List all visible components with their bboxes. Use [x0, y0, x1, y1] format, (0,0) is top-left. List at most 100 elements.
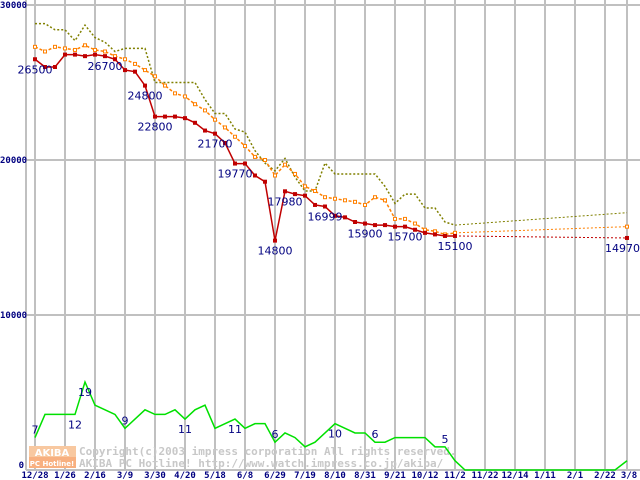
- min-price-point: [183, 116, 187, 121]
- count-label: 10: [328, 428, 342, 441]
- min-price-point: [283, 189, 287, 194]
- avg-price-point: [363, 202, 367, 207]
- logo-top: AKIBA: [35, 448, 70, 459]
- series-projection: [454, 235, 628, 239]
- y-tick-label: 0: [19, 461, 24, 471]
- min-price-point: [83, 54, 87, 59]
- avg-price-point: [403, 216, 407, 221]
- avg-price-point: [183, 94, 187, 99]
- series-layer: [33, 22, 629, 471]
- min-price-point: [263, 179, 267, 184]
- avg-price-point: [43, 49, 47, 54]
- min-price-point: [143, 83, 147, 88]
- x-tick-label: 7/19: [294, 471, 316, 480]
- avg-price-point: [373, 195, 377, 200]
- x-tick-label: 3/8: [621, 471, 637, 480]
- series-line-shop-count: [34, 379, 628, 471]
- avg-price-point: [333, 196, 337, 201]
- min-price-point: [223, 140, 227, 145]
- series-projection: [454, 212, 628, 226]
- series-line-max-price: [35, 22, 456, 226]
- count-label: 11: [228, 423, 242, 436]
- avg-price-point: [193, 102, 197, 107]
- avg-price-point: [113, 54, 117, 59]
- logo-box-bottom: [29, 457, 76, 468]
- min-price-point: [93, 52, 97, 57]
- min-price-point: [353, 220, 357, 224]
- min-price-point: [73, 52, 77, 57]
- min-price-point: [303, 193, 307, 198]
- avg-price-point: [293, 171, 297, 176]
- avg-price-point: [453, 230, 457, 235]
- min-price-point: [123, 68, 127, 73]
- avg-price-point: [625, 224, 629, 229]
- x-tick-label: 3/30: [144, 471, 166, 480]
- y-tick-label: 20000: [0, 156, 27, 166]
- min-price-point: [253, 173, 257, 178]
- copyright-text: Copyright(c)2003 impress corporation All…: [79, 445, 457, 458]
- price-label: 15900: [348, 228, 383, 241]
- avg-price-point: [243, 144, 247, 149]
- x-tick-label: 11/2: [444, 471, 466, 480]
- x-tick-label: 4/20: [174, 471, 196, 480]
- x-tick-label: 3/9: [117, 471, 133, 480]
- min-price-point: [423, 230, 427, 235]
- count-label: 12: [68, 418, 82, 431]
- min-price-point: [413, 227, 417, 232]
- min-price-point: [213, 131, 217, 136]
- avg-price-point: [253, 154, 257, 159]
- avg-price-point: [263, 158, 267, 162]
- min-price-point: [243, 161, 247, 166]
- price-label: 22800: [138, 121, 173, 134]
- min-price-point: [103, 54, 107, 59]
- price-label: 14800: [258, 245, 293, 258]
- min-price-point: [343, 215, 347, 220]
- min-price-point: [43, 65, 47, 69]
- y-tick-label: 10000: [0, 311, 27, 321]
- min-price-point: [153, 114, 157, 119]
- watermark: AKIBA PC Hotline! Copyright(c)2003 impre…: [29, 445, 457, 470]
- price-label: 15100: [438, 240, 473, 253]
- min-price-point: [203, 128, 207, 133]
- avg-price-point: [33, 44, 37, 49]
- x-tick-label: 11/22: [471, 471, 498, 480]
- site-text: AKIBA PC Hotline! http://www.watch.impre…: [79, 457, 444, 470]
- min-price-point: [313, 202, 317, 207]
- x-tick-label: 8/10: [324, 471, 346, 480]
- price-label: 17980: [268, 195, 303, 208]
- avg-price-point: [73, 47, 77, 52]
- min-price-point: [323, 204, 327, 209]
- avg-price-point: [343, 198, 347, 203]
- avg-price-point: [173, 91, 177, 96]
- min-price-point: [383, 223, 387, 228]
- avg-price-point: [163, 83, 167, 88]
- x-tick-label: 10/12: [411, 471, 438, 480]
- labels-layer: 26500 26700 24800 22800 21700 19770 14800 17980…: [18, 60, 640, 446]
- y-tick-label: 30000: [0, 1, 27, 11]
- logo-box-top: [29, 446, 76, 457]
- min-price-point: [393, 224, 397, 229]
- min-price-point: [363, 221, 367, 226]
- count-label: 6: [272, 428, 279, 441]
- avg-price-point: [233, 134, 237, 139]
- avg-price-point: [353, 199, 357, 204]
- x-tick-label: 12/14: [501, 471, 529, 480]
- price-label: 15700: [388, 231, 423, 244]
- avg-price-point: [393, 216, 397, 221]
- min-price-point: [453, 233, 457, 238]
- price-label: 14970: [605, 242, 640, 255]
- x-tick-label: 1/11: [534, 471, 556, 480]
- min-price-point: [373, 223, 377, 228]
- avg-price-point: [63, 46, 67, 51]
- min-price-point: [333, 213, 337, 218]
- price-label: 16999: [308, 211, 343, 224]
- price-label: 26500: [18, 63, 53, 76]
- avg-price-point: [433, 229, 437, 234]
- avg-price-point: [83, 43, 87, 48]
- avg-price-point: [413, 221, 417, 226]
- x-tick-label: 6/8: [237, 471, 253, 480]
- avg-price-point: [203, 108, 207, 113]
- logo-bottom: PC Hotline!: [30, 460, 74, 468]
